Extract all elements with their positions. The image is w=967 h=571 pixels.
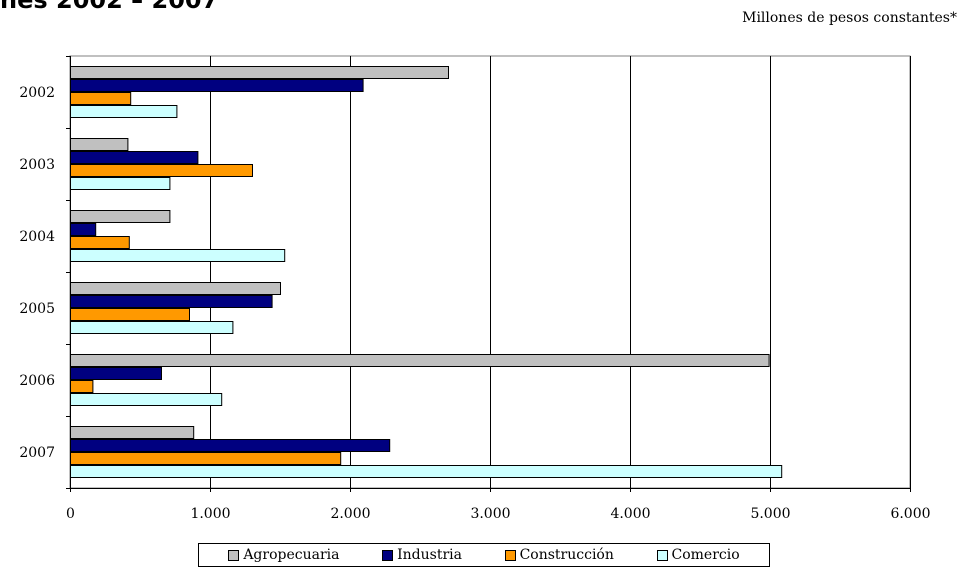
legend-label: Industria: [397, 547, 462, 563]
bar-comercio-2003: [70, 177, 171, 190]
legend-item: Comercio: [656, 547, 740, 563]
bar-industria-2007: [70, 439, 391, 452]
bar-comercio-2005: [70, 321, 234, 334]
bar-comercio-2006: [70, 393, 223, 406]
chart-legend: Agropecuaria Industria Construcción Comerci…: [198, 543, 770, 567]
bar-construccion-2002: [70, 92, 132, 105]
bar-construccion-2004: [70, 236, 130, 249]
x-tick-label: 4.000: [610, 506, 650, 522]
category-label: 2003: [19, 157, 55, 173]
x-tick-label: 1.000: [190, 506, 230, 522]
legend-label: Construcción: [519, 547, 614, 563]
bar-industria-2005: [70, 295, 273, 308]
bar-comercio-2004: [70, 249, 286, 262]
legend-item: Agropecuaria: [228, 547, 339, 563]
chart-title: ñes 2002 – 2007: [0, 0, 219, 14]
bar-agropecuaria-2005: [70, 282, 281, 295]
bar-agropecuaria-2004: [70, 210, 171, 223]
legend-label: Agropecuaria: [243, 547, 340, 563]
bar-industria-2006: [70, 367, 162, 380]
x-tick-label: 5.000: [750, 506, 790, 522]
bar-agropecuaria-2007: [70, 426, 195, 439]
bar-comercio-2002: [70, 105, 178, 118]
legend-swatch: [382, 549, 394, 561]
x-tick-label: 2.000: [330, 506, 370, 522]
bar-comercio-2007: [70, 465, 783, 478]
legend-swatch: [228, 549, 240, 561]
bar-agropecuaria-2006: [70, 354, 770, 367]
bar-construccion-2005: [70, 308, 190, 321]
bar-construccion-2007: [70, 452, 342, 465]
x-tick-label: 6.000: [890, 506, 930, 522]
bar-industria-2002: [70, 79, 364, 92]
category-label: 2004: [19, 229, 55, 245]
bar-agropecuaria-2003: [70, 138, 129, 151]
x-tick-label: 3.000: [470, 506, 510, 522]
bar-construccion-2006: [70, 380, 94, 393]
category-label: 2002: [19, 85, 55, 101]
legend-swatch: [504, 549, 516, 561]
units-label: Millones de pesos constantes*: [742, 10, 957, 26]
bar-industria-2004: [70, 223, 97, 236]
category-label: 2005: [19, 301, 55, 317]
legend-item: Construcción: [504, 547, 614, 563]
bar-chart: 0 1.000 2.000 3.000 4.000 5.000 6.000 2002 2003 2…: [19, 55, 931, 522]
bar-agropecuaria-2002: [70, 66, 449, 79]
bar-industria-2003: [70, 151, 199, 164]
category-label: 2007: [19, 445, 55, 461]
legend-swatch: [656, 549, 668, 561]
legend-item: Industria: [382, 547, 462, 563]
x-tick-label: 0: [66, 506, 75, 522]
legend-label: Comercio: [671, 547, 740, 563]
bar-construccion-2003: [70, 164, 253, 177]
category-label: 2006: [19, 373, 55, 389]
